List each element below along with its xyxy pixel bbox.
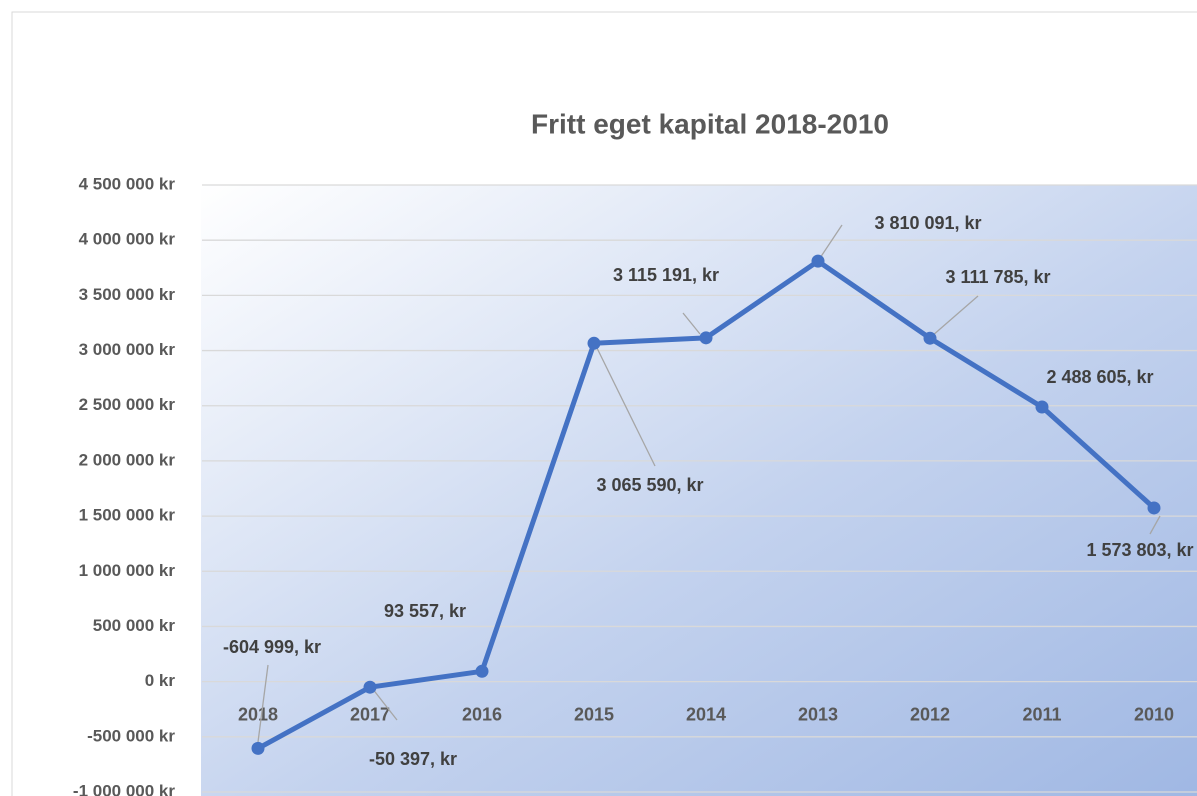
data-label: 3 111 785, kr [945, 267, 1050, 287]
y-tick-label: 1 000 000 kr [79, 561, 176, 580]
leader-line [931, 295, 979, 337]
data-label: 3 810 091, kr [874, 213, 981, 233]
plot-area [201, 185, 1197, 796]
data-point [1147, 501, 1161, 515]
x-tick-label: 2016 [462, 704, 502, 724]
leader-line [819, 224, 843, 259]
x-tick-label: 2012 [910, 704, 950, 724]
data-label: 93 557, kr [384, 601, 466, 621]
x-tick-label: 2010 [1134, 704, 1174, 724]
data-point [363, 680, 377, 694]
data-point [811, 254, 825, 268]
chart-title: Fritt eget kapital 2018-2010 [531, 108, 889, 139]
y-tick-label: 3 000 000 kr [79, 340, 176, 359]
x-tick-label: 2013 [798, 704, 838, 724]
x-tick-label: 2018 [238, 704, 278, 724]
data-point [923, 331, 937, 345]
x-tick-label: 2011 [1022, 704, 1061, 724]
data-label: 1 573 803, kr [1086, 540, 1193, 560]
data-point [475, 664, 489, 678]
leader-line [682, 312, 701, 335]
data-label: -50 397, kr [369, 749, 457, 769]
leader-line [257, 664, 269, 743]
x-tick-label: 2017 [350, 704, 390, 724]
leader-line [371, 687, 398, 721]
data-label: 3 065 590, kr [596, 475, 703, 495]
data-point [251, 741, 265, 755]
data-point [1035, 400, 1049, 414]
data-label: 2 488 605, kr [1046, 367, 1153, 387]
y-tick-label: 2 000 000 kr [79, 450, 176, 469]
data-label: -604 999, kr [223, 637, 321, 657]
y-tick-label: 4 500 000 kr [79, 174, 176, 193]
x-tick-label: 2014 [686, 704, 726, 724]
data-point [699, 331, 713, 345]
y-tick-label: 500 000 kr [93, 616, 176, 635]
leader-line [595, 345, 656, 467]
y-tick-label: -1 000 000 kr [73, 781, 175, 796]
x-tick-label: 2015 [574, 704, 614, 724]
leader-line [1149, 515, 1161, 535]
y-tick-label: 0 kr [145, 671, 176, 690]
y-tick-label: 3 500 000 kr [79, 285, 176, 304]
y-tick-label: 4 000 000 kr [79, 230, 176, 249]
data-label: 3 115 191, kr [613, 265, 719, 285]
y-tick-label: -500 000 kr [87, 726, 175, 745]
y-tick-label: 1 500 000 kr [79, 506, 176, 525]
y-tick-label: 2 500 000 kr [79, 395, 176, 414]
data-point [587, 336, 601, 350]
